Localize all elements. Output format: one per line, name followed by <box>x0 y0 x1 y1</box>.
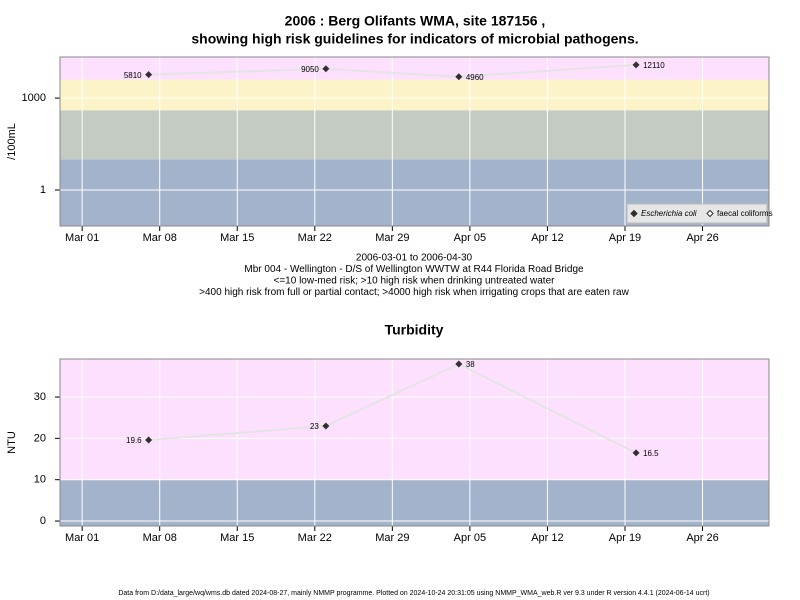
y-tick-label: 1000 <box>22 92 46 104</box>
data-label: 16.5 <box>643 449 659 458</box>
data-point <box>455 360 463 368</box>
data-point <box>632 449 640 457</box>
x-tick-label: Mar 29 <box>375 232 409 244</box>
data-label: 4960 <box>466 73 484 82</box>
x-tick-label: Mar 22 <box>298 232 332 244</box>
data-point <box>322 65 330 73</box>
x-tick-label: Mar 08 <box>143 532 177 544</box>
x-tick-label: Apr 12 <box>531 532 563 544</box>
data-label: 5810 <box>124 71 142 80</box>
x-tick-label: Mar 08 <box>143 232 177 244</box>
series-line <box>148 63 637 78</box>
axis-note: 2006-03-01 to 2006-04-30 <box>356 253 473 264</box>
x-tick-label: Apr 26 <box>686 232 718 244</box>
y-tick-label: 10 <box>34 474 46 486</box>
axis-note: >400 high risk from full or partial cont… <box>199 287 629 298</box>
legend-marker <box>706 209 714 218</box>
x-tick-label: Apr 26 <box>686 532 718 544</box>
data-label: 12110 <box>643 61 665 70</box>
x-tick-label: Apr 05 <box>454 532 486 544</box>
chart-title: 2006 : Berg Olifants WMA, site 187156 , <box>285 13 546 29</box>
data-label: 9050 <box>301 65 319 74</box>
series-line <box>148 362 637 454</box>
axis-note: <=10 low-med risk; >10 high risk when dr… <box>274 276 556 287</box>
legend-box <box>626 203 768 224</box>
chart-title: Turbidity <box>385 322 444 338</box>
y-tick-label: 20 <box>34 432 46 444</box>
footer: Data from D:/data_large/wq/wms.db dated … <box>118 590 709 597</box>
risk-band <box>60 79 769 111</box>
x-tick-label: Mar 29 <box>375 532 409 544</box>
x-tick-label: Mar 22 <box>298 532 332 544</box>
data-point <box>322 422 330 430</box>
chart-subtitle: showing high risk guidelines for indicat… <box>191 31 638 47</box>
x-tick-label: Mar 01 <box>65 532 99 544</box>
data-point <box>632 61 640 69</box>
x-tick-label: Mar 01 <box>65 232 99 244</box>
x-tick-label: Apr 19 <box>609 232 641 244</box>
plot-frame <box>59 56 770 227</box>
legend-marker <box>630 209 638 218</box>
data-point <box>455 73 463 81</box>
x-tick-label: Apr 05 <box>454 232 486 244</box>
y-axis-label: NTU <box>6 431 18 454</box>
legend-label: faecal coliforms <box>717 209 773 218</box>
legend-label: Escherichia coli <box>641 209 697 218</box>
x-tick-label: Mar 15 <box>220 532 254 544</box>
data-point <box>145 436 153 444</box>
data-label: 19.6 <box>126 436 142 445</box>
x-tick-label: Mar 15 <box>220 232 254 244</box>
y-axis-label: /100mL <box>6 123 18 160</box>
data-point <box>145 71 153 79</box>
y-tick-label: 0 <box>40 515 46 527</box>
x-tick-label: Apr 12 <box>531 232 563 244</box>
risk-band <box>60 359 769 480</box>
data-label: 23 <box>310 422 319 431</box>
risk-band <box>60 110 769 160</box>
x-tick-label: Apr 19 <box>609 532 641 544</box>
axis-note: Mbr 004 - Wellington - D/S of Wellington… <box>244 264 584 275</box>
y-tick-label: 1 <box>40 184 46 196</box>
y-tick-label: 30 <box>34 391 46 403</box>
data-label: 38 <box>466 360 475 369</box>
risk-band <box>60 479 769 526</box>
plot-frame <box>59 358 770 527</box>
